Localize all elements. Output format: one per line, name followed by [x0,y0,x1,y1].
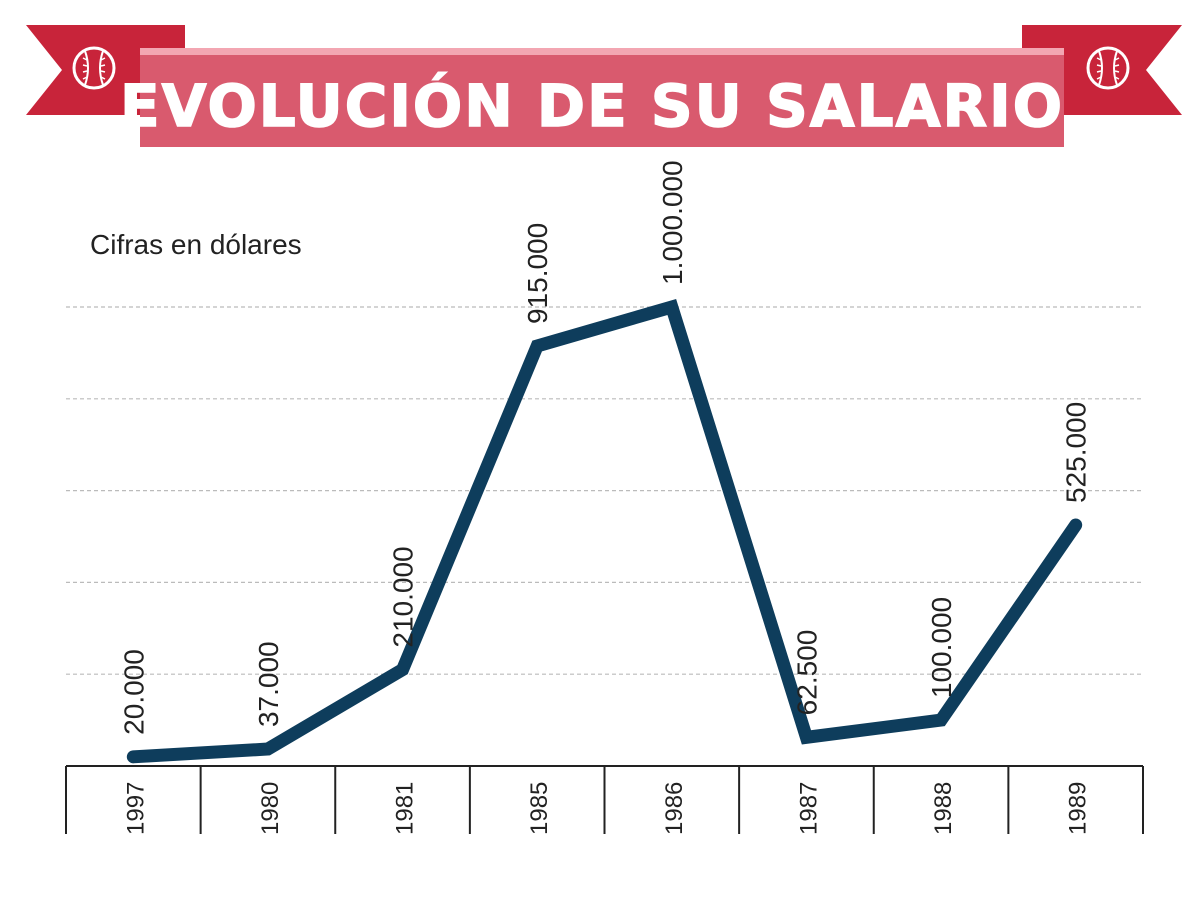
x-tick-label: 1981 [392,782,419,835]
data-labels: 20.000 37.000 210.000 915.000 1.000.000 62.50… [118,160,1091,734]
banner-body [140,55,1064,147]
x-tick-label: 1988 [930,782,957,835]
left-baseball-icon [72,46,116,90]
salary-series-line [126,298,1083,764]
banner-highlight [140,48,1064,58]
x-tick-label: 1985 [526,782,553,835]
data-label: 525.000 [1061,402,1092,503]
data-label: 62.500 [791,630,822,716]
chart-subtitle: Cifras en dólares [90,229,302,260]
x-tick-label: 1987 [795,782,822,835]
x-tick-label: 1986 [661,782,688,835]
title-banner: EVOLUCIÓN DE SU SALARIO [119,48,1064,147]
data-label: 1.000.000 [657,160,688,285]
x-tick-labels: 1997 1980 1981 1985 1986 1987 1988 1989 [122,782,1091,835]
gridlines [66,306,1143,675]
banner-title: EVOLUCIÓN DE SU SALARIO [120,71,1064,140]
data-label: 37.000 [253,641,284,727]
x-tick-label: 1980 [257,782,284,835]
data-label: 210.000 [388,546,419,647]
data-label: 20.000 [118,649,149,735]
right-baseball-icon [1086,46,1130,90]
x-axis [65,765,1144,834]
data-label: 915.000 [522,223,553,324]
x-tick-label: 1989 [1065,782,1092,835]
x-tick-label: 1997 [122,782,149,835]
data-label: 100.000 [926,597,957,698]
